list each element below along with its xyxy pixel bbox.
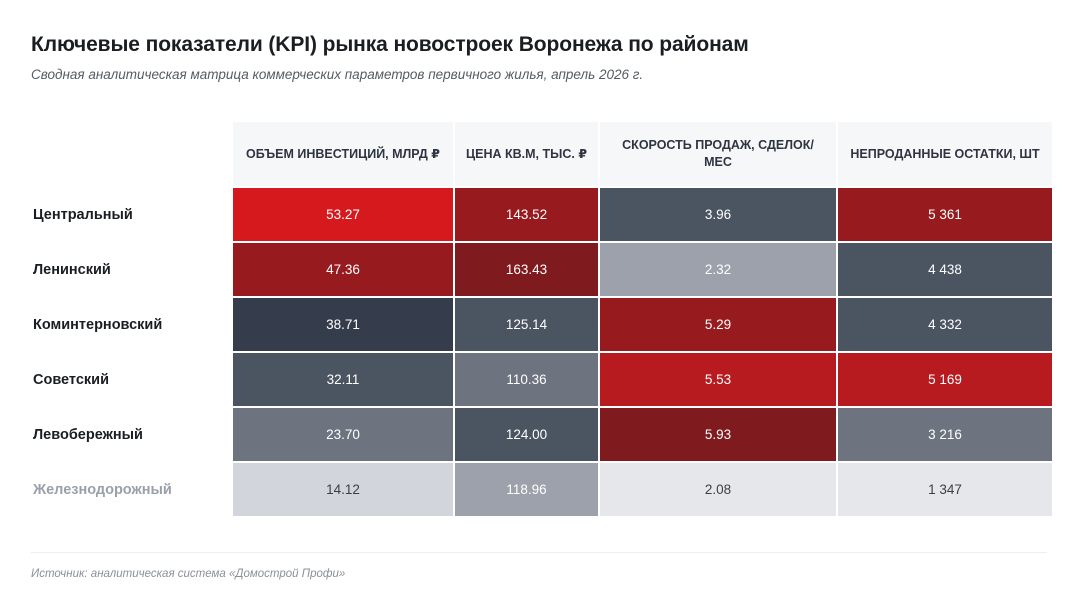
column-header: ОБЪЕМ ИНВЕСТИЦИЙ, МЛРД ₽ (233, 122, 453, 186)
row-label: Железнодорожный (33, 481, 172, 498)
row-label: Центральный (33, 206, 133, 223)
heatmap-cell: 2.08 (600, 463, 836, 516)
chart-title: Ключевые показатели (KPI) рынка новостро… (31, 33, 749, 56)
heatmap-cell: 125.14 (455, 298, 598, 351)
heatmap-cell: 53.27 (233, 188, 453, 241)
heatmap-cell: 5.53 (600, 353, 836, 406)
row-label: Левобережный (33, 426, 143, 443)
source-note: Источник: аналитическая система «Домостр… (31, 568, 346, 580)
heatmap-cell: 14.12 (233, 463, 453, 516)
row-label: Ленинский (33, 261, 111, 278)
heatmap-cell: 4 438 (838, 243, 1052, 296)
heatmap-cell: 4 332 (838, 298, 1052, 351)
row-label: Коминтерновский (33, 316, 163, 333)
heatmap-cell: 23.70 (233, 408, 453, 461)
heatmap-cell: 47.36 (233, 243, 453, 296)
heatmap-cell: 5.29 (600, 298, 836, 351)
column-header: СКОРОСТЬ ПРОДАЖ, СДЕЛОК/МЕС (600, 122, 836, 186)
heatmap-cell: 110.36 (455, 353, 598, 406)
row-label: Советский (33, 371, 109, 388)
heatmap-cell: 5.93 (600, 408, 836, 461)
kpi-heatmap: ОБЪЕМ ИНВЕСТИЦИЙ, МЛРД ₽ ЦЕНА КВ.М, ТЫС. … (31, 122, 1052, 516)
heatmap-cell: 3 216 (838, 408, 1052, 461)
heatmap-cell: 163.43 (455, 243, 598, 296)
heatmap-cell: 38.71 (233, 298, 453, 351)
heatmap-cell: 118.96 (455, 463, 598, 516)
heatmap-cell: 5 361 (838, 188, 1052, 241)
heatmap-cell: 3.96 (600, 188, 836, 241)
chart-subtitle: Сводная аналитическая матрица коммерческ… (31, 67, 644, 82)
heatmap-cell: 143.52 (455, 188, 598, 241)
footer-divider (31, 552, 1047, 553)
heatmap-cell: 124.00 (455, 408, 598, 461)
heatmap-cell: 2.32 (600, 243, 836, 296)
column-header: НЕПРОДАННЫЕ ОСТАТКИ, ШТ (838, 122, 1052, 186)
heatmap-cell: 32.11 (233, 353, 453, 406)
heatmap-cell: 5 169 (838, 353, 1052, 406)
heatmap-cell: 1 347 (838, 463, 1052, 516)
column-header: ЦЕНА КВ.М, ТЫС. ₽ (455, 122, 598, 186)
header-corner (31, 122, 231, 186)
